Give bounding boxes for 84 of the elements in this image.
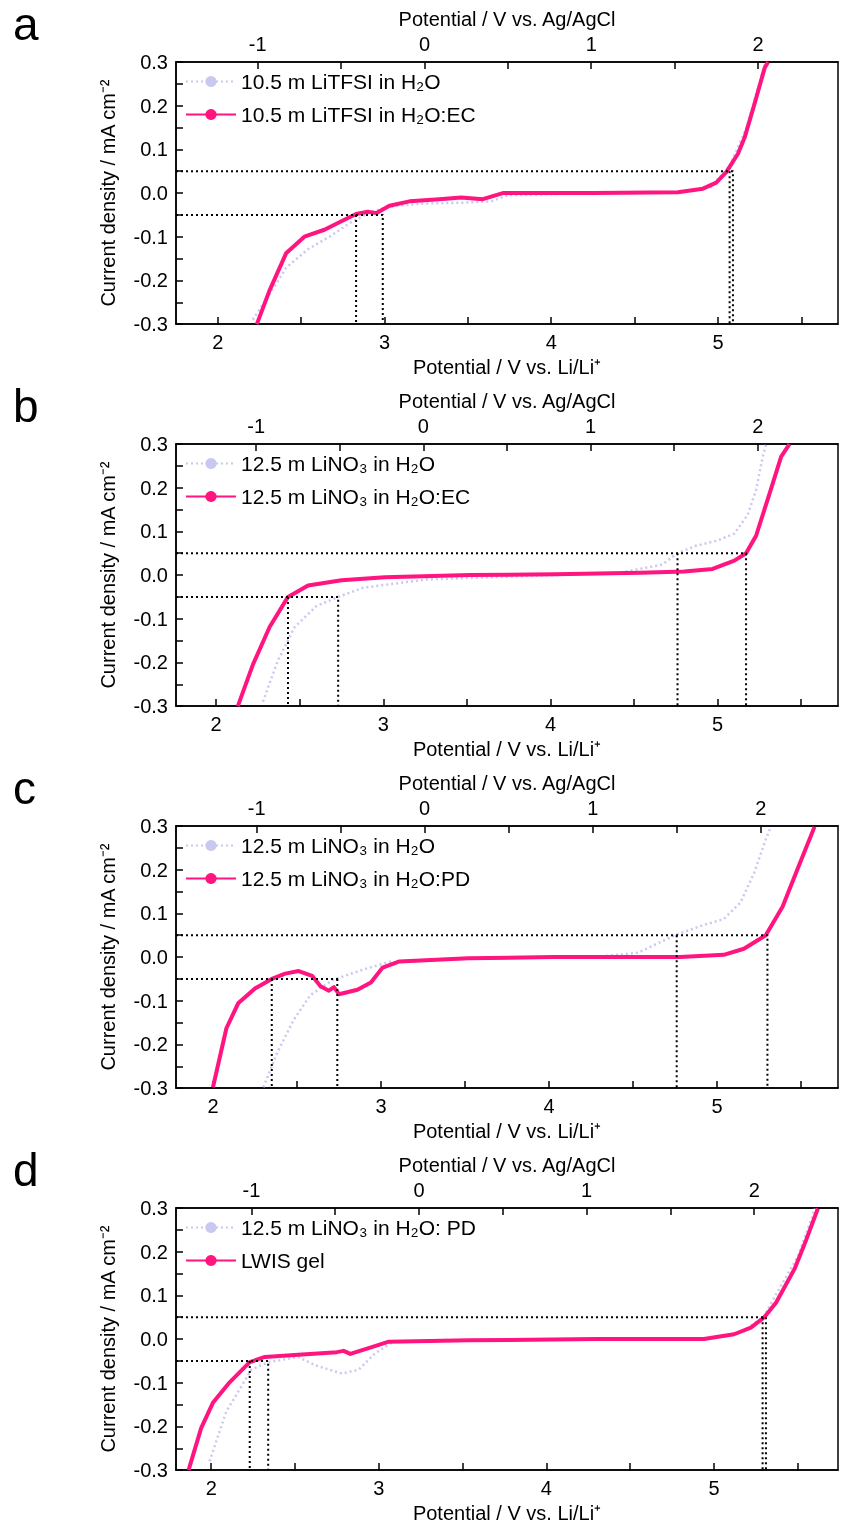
legend-label: 10.5 m LiTFSI in H₂O — [241, 70, 441, 93]
y-tick-label: 0.1 — [140, 138, 168, 161]
y-tick-label: -0.2 — [133, 1033, 168, 1056]
y-tick-label: 0.3 — [140, 51, 168, 73]
legend-label: 12.5 m LiNO₃ in H₂O:EC — [241, 485, 471, 508]
x-tick-label: 5 — [712, 713, 724, 736]
y-tick-label: -0.2 — [133, 651, 168, 674]
x2-tick-label: 0 — [413, 1179, 425, 1201]
x2-tick-label: -1 — [247, 797, 266, 819]
y-tick-label: 0.2 — [140, 94, 168, 117]
x2-tick-label: -1 — [242, 1179, 261, 1201]
x2-tick-label: 2 — [752, 415, 764, 437]
x-tick-label: 5 — [708, 1477, 720, 1500]
x2-tick-label: 1 — [585, 33, 597, 55]
x2-axis-title: Potential / V vs. Ag/AgCl — [398, 1154, 616, 1177]
y-tick-label: 0.0 — [140, 182, 168, 205]
y-tick-label: -0.1 — [133, 989, 168, 1012]
y-tick-label: 0.3 — [140, 433, 168, 455]
x2-tick-label: 2 — [752, 33, 764, 55]
x-tick-label: 4 — [545, 331, 557, 354]
x2-tick-label: 1 — [581, 1179, 593, 1201]
x2-axis-title: Potential / V vs. Ag/AgCl — [398, 390, 616, 413]
y-tick-label: 0.3 — [140, 1197, 168, 1219]
x-axis-title: Potential / V vs. Li/Li⁺ — [412, 356, 602, 378]
x-tick-label: 4 — [544, 713, 557, 736]
y-tick-label: -0.1 — [133, 225, 168, 248]
x-axis-title: Potential / V vs. Li/Li⁺ — [412, 1502, 602, 1524]
x2-tick-label: 1 — [587, 797, 599, 819]
y-tick-label: 0.1 — [140, 1284, 168, 1307]
legend-label: 12.5 m LiNO₃ in H₂O — [241, 834, 436, 857]
y-axis-title: Current density / mA cm⁻² — [97, 79, 119, 307]
x2-tick-label: 0 — [419, 797, 431, 819]
x-tick-label: 2 — [205, 1477, 217, 1500]
x-tick-label: 4 — [543, 1095, 555, 1118]
y-tick-label: -0.1 — [133, 1371, 168, 1394]
y-tick-label: 0.1 — [140, 520, 168, 543]
chart-title: d — [13, 1144, 39, 1196]
x-axis-title: Potential / V vs. Li/Li⁺ — [412, 1120, 602, 1142]
legend-label: 12.5 m LiNO₃ in H₂O: PD — [241, 1216, 476, 1239]
y-tick-label: 0.2 — [140, 1240, 168, 1263]
y-tick-label: 0.2 — [140, 476, 168, 499]
chart-title: a — [13, 0, 39, 50]
y-tick-label: 0.3 — [140, 815, 168, 837]
y-axis-title: Current density / mA cm⁻² — [97, 461, 119, 689]
x-tick-label: 2 — [212, 331, 224, 354]
x-tick-label: 3 — [378, 331, 390, 354]
x2-tick-label: 2 — [755, 797, 767, 819]
y-tick-label: -0.3 — [133, 1459, 168, 1482]
x-tick-label: 3 — [373, 1477, 385, 1500]
legend-label: 12.5 m LiNO₃ in H₂O — [241, 452, 436, 475]
x-axis-title: Potential / V vs. Li/Li⁺ — [412, 738, 602, 760]
y-tick-label: 0.0 — [140, 1328, 168, 1351]
y-tick-label: -0.3 — [133, 313, 168, 336]
x2-axis-title: Potential / V vs. Ag/AgCl — [398, 772, 616, 795]
x2-tick-label: 2 — [748, 1179, 760, 1201]
legend-label: 12.5 m LiNO₃ in H₂O:PD — [241, 867, 471, 890]
y-axis-title: Current density / mA cm⁻² — [97, 1225, 119, 1453]
x-tick-label: 4 — [540, 1477, 552, 1500]
x-tick-label: 3 — [377, 713, 389, 736]
y-tick-label: 0.2 — [140, 858, 168, 881]
x2-tick-label: -1 — [247, 415, 266, 437]
y-axis-title: Current density / mA cm⁻² — [97, 843, 119, 1071]
y-tick-label: -0.3 — [133, 695, 168, 718]
x2-axis-title: Potential / V vs. Ag/AgCl — [398, 8, 616, 31]
x2-tick-label: 0 — [417, 415, 429, 437]
chart-title: b — [13, 380, 39, 432]
y-tick-label: -0.2 — [133, 1415, 168, 1438]
y-tick-label: 0.0 — [140, 564, 168, 587]
x2-tick-label: -1 — [248, 33, 267, 55]
y-tick-label: -0.3 — [133, 1077, 168, 1100]
y-tick-label: -0.1 — [133, 607, 168, 630]
x2-tick-label: 0 — [418, 33, 431, 55]
legend-label: LWIS gel — [241, 1249, 325, 1272]
x-tick-label: 2 — [210, 713, 222, 736]
x-tick-label: 5 — [712, 331, 724, 354]
x-tick-label: 3 — [375, 1095, 387, 1118]
x-tick-label: 5 — [711, 1095, 723, 1118]
legend-label: 10.5 m LiTFSI in H₂O:EC — [241, 103, 476, 126]
chart-title: c — [13, 762, 36, 814]
x-tick-label: 2 — [207, 1095, 219, 1118]
x2-tick-label: 1 — [585, 415, 597, 437]
y-tick-label: 0.1 — [140, 902, 168, 925]
y-tick-label: 0.0 — [140, 946, 168, 969]
y-tick-label: -0.2 — [133, 269, 168, 292]
